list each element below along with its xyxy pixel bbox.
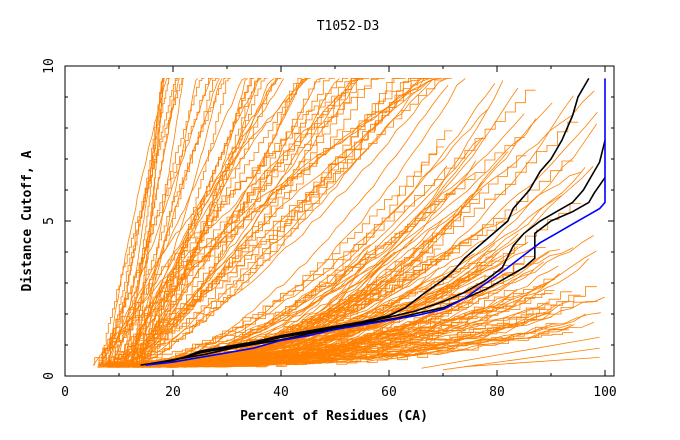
x-tick-label: 100	[593, 385, 616, 400]
best-curve	[145, 78, 606, 366]
model-curve	[146, 146, 444, 368]
model-curve	[125, 137, 525, 367]
model-curve	[135, 78, 165, 366]
y-tick-label: 0	[42, 372, 57, 380]
model-curve	[125, 78, 322, 366]
x-tick-label: 20	[165, 385, 181, 400]
model-curve	[142, 78, 433, 365]
model-curve	[120, 78, 466, 366]
model-curve	[141, 78, 363, 368]
model-curve	[127, 78, 348, 364]
model-curve	[98, 78, 212, 365]
model-curve	[106, 78, 335, 367]
model-curve	[105, 78, 214, 365]
model-curve	[124, 78, 181, 365]
model-curve	[92, 78, 359, 366]
model-curve	[115, 78, 223, 368]
model-curve	[160, 205, 462, 367]
model-curve	[136, 78, 249, 368]
model-curve	[101, 78, 184, 367]
model-curve	[135, 78, 440, 364]
x-axis-label: Percent of Residues (CA)	[240, 409, 428, 424]
model-curve	[136, 78, 418, 366]
model-curve	[100, 78, 247, 364]
model-curve	[137, 123, 597, 367]
model-curve	[112, 78, 385, 367]
x-tick-label: 40	[273, 385, 289, 400]
highlight-curve	[151, 177, 606, 365]
model-curve	[131, 89, 536, 365]
model-curve	[137, 78, 306, 368]
model-lines-group	[92, 78, 605, 371]
highlight-lines-group	[140, 77, 606, 366]
model-curve	[140, 78, 443, 366]
x-tick-label: 0	[61, 385, 69, 400]
model-curve	[125, 78, 360, 364]
model-curve	[108, 78, 169, 367]
highlight-curve	[145, 140, 606, 366]
model-curve	[421, 336, 600, 369]
model-curve	[124, 78, 227, 367]
model-curve	[130, 78, 357, 364]
model-curve	[129, 78, 437, 368]
model-curve	[108, 78, 177, 364]
model-curve	[133, 166, 594, 368]
model-curve	[94, 78, 425, 366]
model-curve	[109, 78, 179, 365]
model-curve	[107, 78, 448, 367]
y-tick-label: 5	[42, 217, 57, 225]
model-curve	[129, 78, 165, 368]
x-axis: 0 20 40 60 80 100	[61, 66, 617, 400]
model-curve	[109, 78, 306, 365]
best-line-group	[145, 78, 606, 366]
model-curve	[134, 78, 303, 367]
y-tick-label: 10	[42, 58, 57, 74]
model-curve	[135, 203, 582, 367]
y-axis-label: Distance Cutoff, A	[20, 150, 35, 291]
model-curve	[121, 160, 477, 368]
model-curve	[161, 218, 444, 368]
model-curve	[142, 78, 260, 366]
model-curve	[117, 160, 574, 368]
model-curve	[112, 78, 435, 364]
y-axis: 0 5 10	[42, 58, 614, 380]
x-tick-label: 60	[381, 385, 397, 400]
model-curve	[118, 78, 164, 367]
model-curve	[119, 78, 452, 367]
chart-title: T1052-D3	[317, 19, 380, 34]
x-tick-label: 80	[489, 385, 505, 400]
model-curve	[168, 292, 483, 368]
model-curve	[464, 357, 600, 368]
model-curve	[140, 78, 184, 366]
model-curve	[103, 78, 219, 368]
highlight-curve	[140, 77, 590, 366]
model-curve	[129, 78, 282, 365]
